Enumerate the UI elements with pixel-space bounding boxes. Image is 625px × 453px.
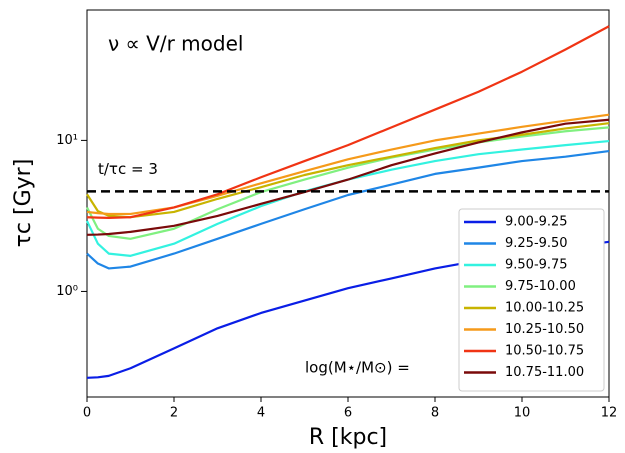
legend-title: log(M⋆/M⊙) = <box>305 359 410 377</box>
x-tick-label: 10 <box>514 406 531 421</box>
legend-label: 10.50-10.75 <box>505 344 584 359</box>
legend-label: 9.50-9.75 <box>505 258 568 273</box>
y-tick-label: 10¹ <box>56 133 78 148</box>
x-axis-label: R [kpc] <box>309 425 387 450</box>
legend-label: 9.75-10.00 <box>505 279 576 294</box>
series-line <box>86 25 610 219</box>
series-line <box>86 122 610 219</box>
legend-label: 9.25-9.50 <box>505 236 568 251</box>
legend-label: 10.75-11.00 <box>505 365 584 380</box>
reference-label: t/τc = 3 <box>98 160 158 178</box>
legend-box <box>458 208 605 392</box>
legend-label: 10.00-10.25 <box>505 301 584 316</box>
series-line <box>86 126 610 240</box>
model-annotation: ν ∝ V/r model <box>108 32 243 56</box>
series-line <box>86 149 610 270</box>
y-tick-label: 10⁰ <box>56 284 78 299</box>
legend-label: 10.25-10.50 <box>505 322 584 337</box>
legend-label: 9.00-9.25 <box>505 215 568 230</box>
series-line <box>86 113 610 216</box>
x-tick-label: 12 <box>601 406 618 421</box>
x-tick-label: 4 <box>257 406 265 421</box>
x-tick-label: 2 <box>170 406 178 421</box>
x-tick-label: 6 <box>344 406 352 421</box>
x-tick-label: 0 <box>83 406 91 421</box>
x-tick-label: 8 <box>431 406 439 421</box>
y-axis-label: τc [Gyr] <box>11 159 36 248</box>
